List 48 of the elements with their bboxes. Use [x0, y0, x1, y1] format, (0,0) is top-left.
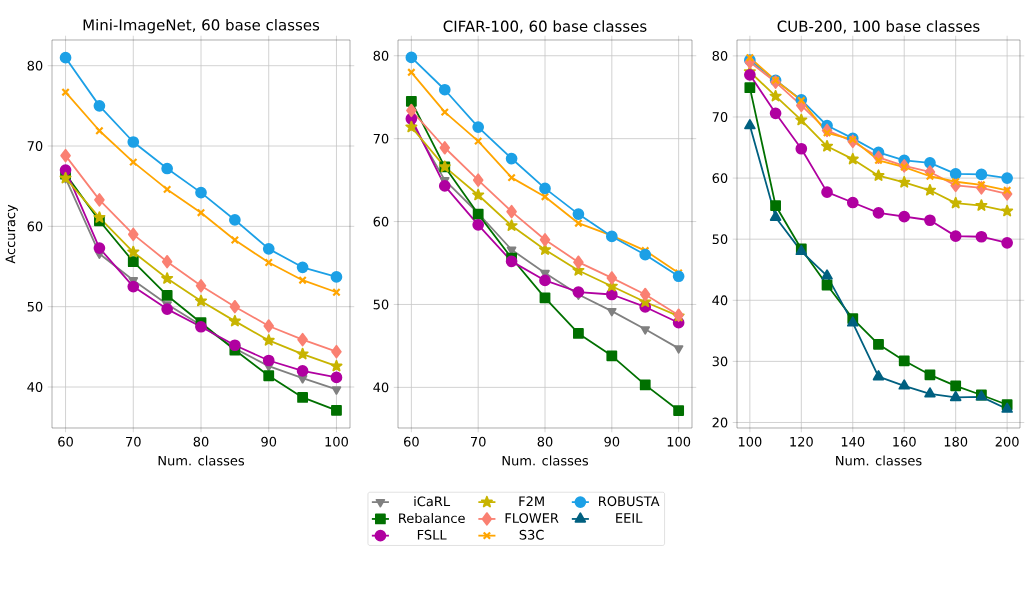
x-tick-label: 60 [404, 436, 419, 447]
y-tick-label: 80 [27, 60, 43, 71]
legend-label: EEIL [616, 513, 643, 523]
legend-label: FLOWER [505, 513, 559, 523]
x-axis-title: Num. classes [158, 455, 245, 466]
legend-label: iCaRL [414, 496, 451, 507]
y-tick-label: 60 [27, 221, 43, 232]
chart-title: CUB-200, 100 base classes [777, 20, 980, 34]
y-tick-label: 50 [27, 301, 43, 312]
x-tick-label: 70 [470, 436, 486, 447]
x-tick-label: 80 [537, 436, 553, 447]
legend-label: ROBUSTA [599, 496, 660, 507]
legend-label: F2M [519, 496, 544, 506]
y-axis-title: Accuracy [5, 204, 18, 264]
y-tick-label: 40 [27, 382, 43, 392]
x-tick-label: 70 [126, 436, 141, 447]
y-tick-label: 40 [712, 295, 728, 306]
x-tick-label: 120 [790, 436, 813, 447]
x-tick-label: 60 [58, 436, 73, 447]
x-tick-label: 80 [193, 436, 209, 447]
y-tick-label: 80 [712, 50, 728, 61]
legend-label: Rebalance [399, 513, 465, 524]
y-tick-label: 40 [373, 382, 389, 393]
y-tick-label: 60 [712, 173, 728, 183]
x-tick-label: 180 [944, 436, 968, 447]
y-tick-label: 70 [27, 141, 43, 151]
y-tick-label: 30 [712, 356, 728, 367]
x-tick-label: 100 [667, 436, 691, 447]
legend-label: FSLL [417, 529, 447, 540]
y-tick-label: 70 [712, 112, 728, 122]
x-tick-label: 90 [604, 436, 620, 447]
y-tick-label: 60 [373, 216, 389, 227]
x-axis-title: Num. classes [836, 455, 922, 466]
x-tick-label: 160 [893, 436, 916, 447]
chart-title: CIFAR-100, 60 base classes [443, 20, 647, 34]
x-tick-label: 140 [841, 436, 865, 447]
x-axis-title: Num. classes [502, 455, 589, 466]
y-tick-label: 50 [712, 234, 728, 245]
y-tick-label: 20 [712, 417, 728, 428]
y-tick-label: 50 [373, 299, 389, 310]
legend-label: S3C [519, 529, 544, 540]
chart-title: Mini-ImageNet, 60 base classes [83, 18, 320, 34]
y-tick-label: 80 [373, 50, 389, 61]
x-tick-label: 100 [325, 436, 348, 447]
x-tick-label: 100 [738, 436, 762, 447]
y-tick-label: 70 [373, 133, 389, 144]
x-tick-label: 90 [261, 436, 277, 447]
x-tick-label: 200 [995, 436, 1019, 447]
